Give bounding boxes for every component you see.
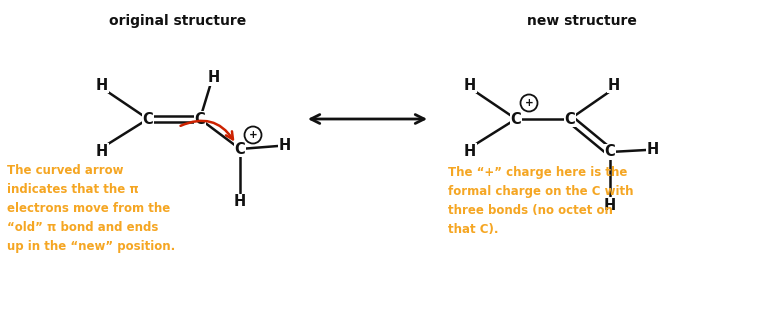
Text: H: H: [464, 144, 476, 158]
Text: +: +: [525, 98, 533, 108]
Text: C: C: [564, 111, 575, 126]
Text: The “+” charge here is the
formal charge on the C with
three bonds (no octet on
: The “+” charge here is the formal charge…: [448, 166, 634, 236]
Text: original structure: original structure: [109, 14, 247, 28]
Text: C: C: [235, 142, 245, 156]
Text: C: C: [194, 111, 205, 126]
Text: C: C: [511, 111, 521, 126]
Text: H: H: [464, 77, 476, 92]
Text: +: +: [249, 130, 257, 140]
Text: H: H: [208, 71, 220, 86]
Text: H: H: [279, 138, 291, 154]
Text: H: H: [96, 77, 108, 92]
Text: H: H: [604, 198, 616, 213]
Text: H: H: [234, 194, 246, 210]
Text: C: C: [604, 145, 615, 159]
Text: H: H: [608, 77, 620, 92]
Text: The curved arrow
indicates that the π
electrons move from the
“old” π bond and e: The curved arrow indicates that the π el…: [7, 164, 175, 253]
Text: C: C: [143, 111, 154, 126]
Text: new structure: new structure: [527, 14, 637, 28]
Text: H: H: [96, 144, 108, 158]
Text: H: H: [647, 143, 659, 157]
